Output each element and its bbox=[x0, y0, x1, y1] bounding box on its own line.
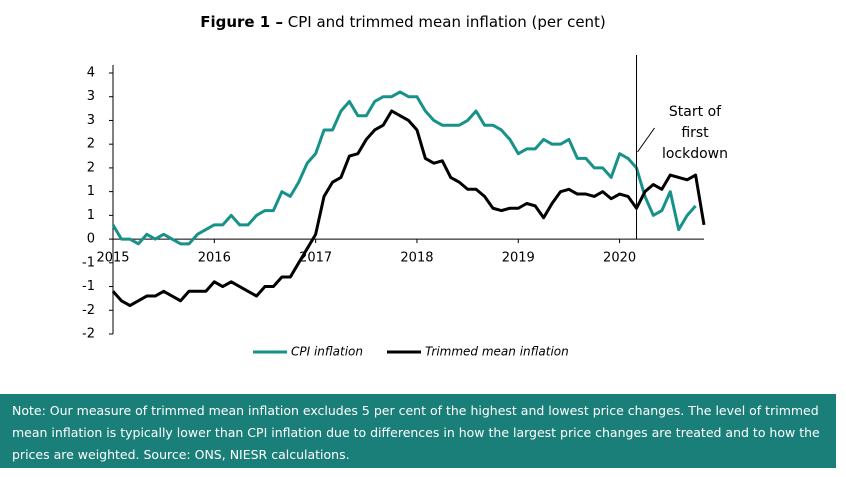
annotation-leader bbox=[637, 127, 655, 153]
x-tick-label: 2018 bbox=[400, 251, 433, 266]
y-tick-label: 1 bbox=[87, 208, 95, 223]
series-line bbox=[111, 109, 706, 308]
title-text: CPI and trimmed mean inflation (per cent… bbox=[288, 13, 606, 31]
note: Note: Our measure of trimmed mean inflat… bbox=[0, 394, 836, 468]
x-tick-label: 2015 bbox=[96, 251, 129, 266]
chart-title: Figure 1 – CPI and trimmed mean inflatio… bbox=[200, 13, 606, 31]
chart: Figure 1 – CPI and trimmed mean inflatio… bbox=[82, 13, 728, 359]
y-tick-label: -1 bbox=[82, 255, 95, 270]
y-tick-label: -1 bbox=[82, 279, 95, 294]
y-tick-label: 0 bbox=[87, 232, 95, 247]
y-tick-label: 3 bbox=[87, 89, 95, 104]
legend-label: CPI inflation bbox=[291, 345, 363, 359]
x-tick-label: 2020 bbox=[603, 251, 636, 266]
y-tick-label: -2 bbox=[82, 327, 95, 342]
x-tick-label: 2016 bbox=[198, 251, 231, 266]
legend-label: Trimmed mean inflation bbox=[425, 345, 569, 359]
y-tick-label: 4 bbox=[87, 66, 95, 81]
series-line bbox=[111, 90, 697, 246]
title-label: Figure 1 – bbox=[200, 13, 283, 31]
y-tick-label: -2 bbox=[82, 303, 95, 318]
x-tick-label: 2019 bbox=[502, 251, 535, 266]
y-tick-label: 2 bbox=[87, 137, 95, 152]
annotation-text: lockdown bbox=[662, 146, 728, 162]
x-tick-label: 2017 bbox=[299, 251, 332, 266]
annotation-text: first bbox=[681, 125, 709, 141]
y-tick-label: 2 bbox=[87, 160, 95, 175]
y-tick-label: 3 bbox=[87, 113, 95, 128]
y-tick-label: 1 bbox=[87, 184, 95, 199]
annotation-text: Start of bbox=[669, 104, 722, 120]
